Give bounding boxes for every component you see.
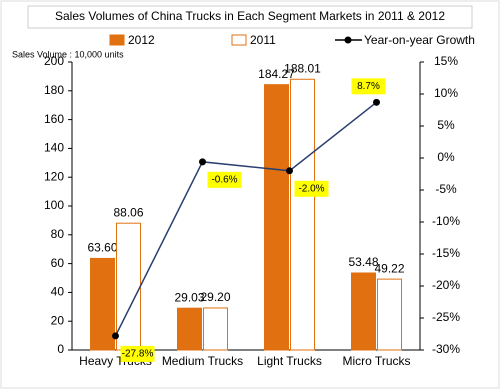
y-tick-label: 60: [51, 256, 65, 270]
legend-marker: [344, 36, 352, 44]
y-tick-label: 140: [44, 141, 64, 155]
label-box: [207, 171, 242, 188]
bar: [351, 272, 376, 351]
bar: [116, 222, 141, 351]
bar-label: 188.01: [284, 61, 321, 75]
legend-swatch: [231, 34, 247, 46]
bar-label: 49.22: [374, 261, 404, 275]
legend-label: Year-on-year Growth: [364, 33, 475, 47]
growth-point: [199, 158, 206, 166]
bar-label: 29.03: [174, 290, 204, 304]
y-tick-label: 40: [51, 285, 65, 299]
bar: [377, 278, 402, 351]
y-tick-label: 180: [44, 83, 64, 97]
y2-tick-label: -25%: [432, 310, 460, 324]
y-tick-label: 120: [44, 169, 64, 183]
subtitle: Sales Volume : 10,000 units: [12, 49, 124, 59]
bar: [290, 78, 315, 351]
y2-tick-label: -20%: [432, 278, 460, 292]
bar-label: 88.06: [113, 205, 143, 219]
label-box: [294, 180, 329, 197]
chart-title: Sales Volumes of China Trucks in Each Se…: [55, 9, 445, 23]
bar-label: 53.48: [348, 255, 378, 269]
bar: [203, 307, 228, 351]
label-box: [351, 78, 386, 95]
growth-label: -0.6%: [211, 174, 237, 185]
bar: [177, 307, 202, 351]
growth-label: -2.0%: [298, 183, 324, 194]
growth-label: -27.8%: [122, 349, 154, 360]
y-tick-label: 0: [57, 342, 64, 356]
legend-label: 2012: [128, 33, 155, 47]
legend-swatch: [109, 34, 125, 46]
bar-label: 63.60: [87, 241, 117, 255]
x-tick-label: Light Trucks: [257, 354, 322, 368]
title-box: [27, 5, 473, 29]
growth-label: 8.7%: [357, 81, 380, 92]
x-tick-label: Micro Trucks: [342, 354, 410, 368]
bar-label: 29.20: [200, 290, 230, 304]
bar: [90, 257, 115, 351]
y2-tick-label: 15%: [434, 54, 458, 68]
bar: [264, 84, 289, 351]
y-tick-label: 20: [51, 313, 65, 327]
bar-label: 184.27: [258, 67, 295, 81]
y-tick-label: 80: [51, 227, 65, 241]
label-box: [120, 345, 155, 362]
y-tick-label: 100: [44, 198, 64, 212]
y2-tick-label: 5%: [437, 118, 455, 132]
y2-tick-label: 10%: [434, 86, 458, 100]
growth-point: [286, 167, 293, 175]
y2-tick-label: -30%: [432, 342, 460, 356]
y-tick-label: 160: [44, 112, 64, 126]
y-tick-label: 200: [44, 54, 64, 68]
y2-tick-label: -15%: [432, 246, 460, 260]
growth-point: [112, 332, 119, 340]
x-tick-label: Medium Trucks: [162, 354, 243, 368]
legend-label: 2011: [250, 33, 276, 47]
growth-line: [114, 101, 377, 337]
y2-tick-label: 0%: [437, 150, 455, 164]
y2-tick-label: -10%: [432, 214, 460, 228]
y2-tick-label: -5%: [435, 182, 457, 196]
growth-point: [373, 98, 380, 106]
